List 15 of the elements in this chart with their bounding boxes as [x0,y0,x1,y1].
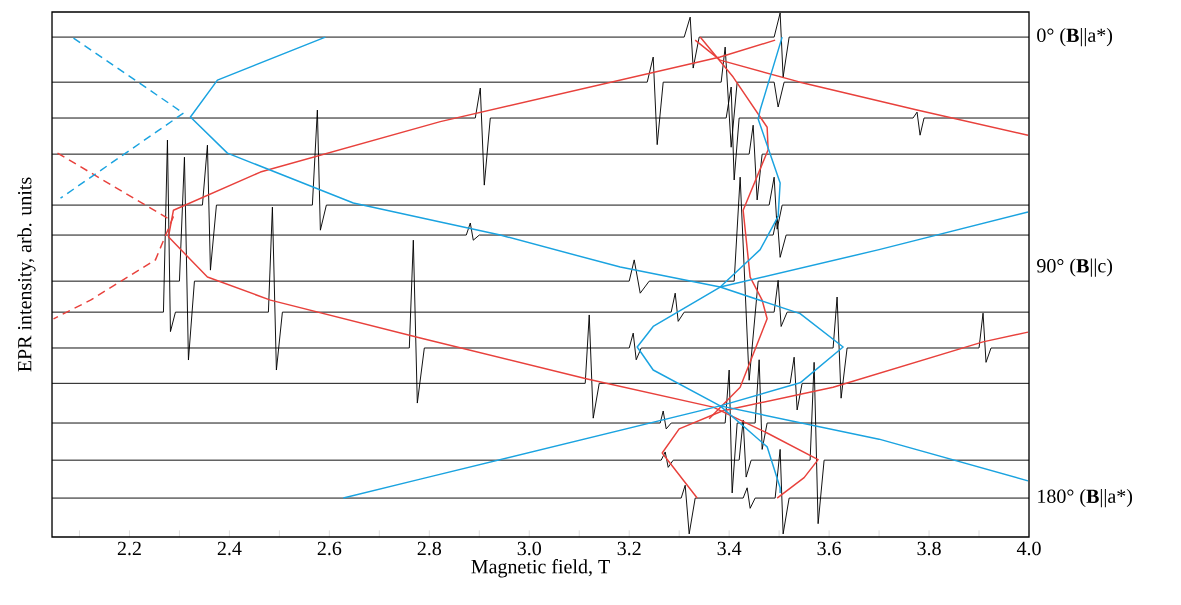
x-tick-label: 2.6 [317,541,342,556]
x-tick-label: 2.4 [217,541,242,556]
x-axis-title: Magnetic field, T [471,559,610,578]
y-axis-title: EPR intensity, arb. units [17,177,36,372]
x-tick-label: 2.8 [417,541,442,556]
x-tick-label: 3.0 [517,541,542,556]
x-tick-label: 3.8 [917,541,941,556]
x-tick-label: 3.6 [817,541,842,556]
y-tick-label: 180° (B||a*) [1038,488,1133,508]
y-tick-label: 0° (B||a*) [1037,28,1113,47]
x-tick-label: 4.0 [1016,541,1041,556]
x-tick-label: 3.4 [717,541,742,556]
x-tick-label: 3.2 [617,541,641,556]
x-tick-label: 2.2 [117,541,141,556]
y-tick-label: 90° (B||c) [1037,258,1113,277]
